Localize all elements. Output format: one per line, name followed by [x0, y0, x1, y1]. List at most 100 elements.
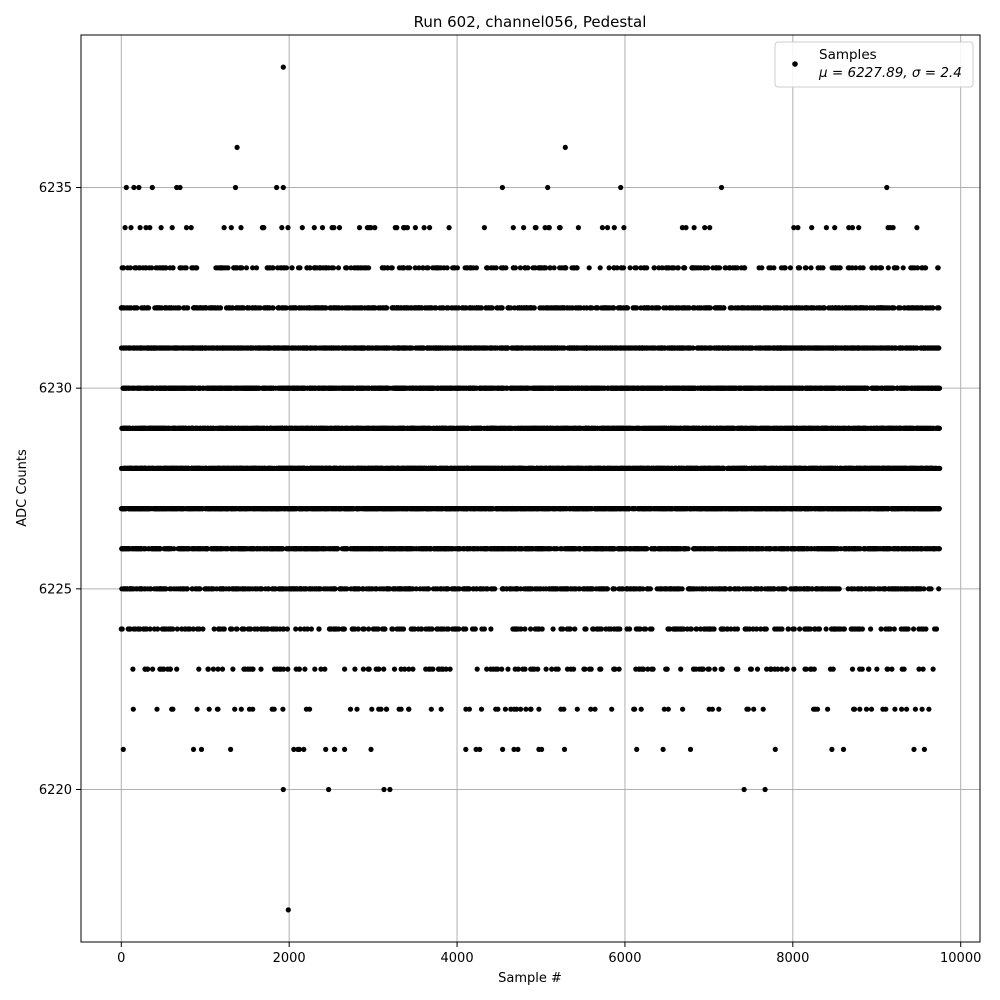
data-point: [118, 305, 124, 311]
data-point: [556, 225, 563, 231]
data-point: [391, 305, 397, 311]
data-point: [597, 265, 603, 271]
data-point: [143, 225, 149, 231]
data-point: [681, 305, 688, 311]
data-point: [444, 385, 450, 391]
data-point: [777, 305, 784, 311]
data-point: [234, 305, 240, 311]
data-point: [217, 305, 224, 311]
data-point: [873, 265, 879, 271]
data-point: [741, 265, 748, 271]
data-point: [165, 385, 171, 391]
data-point: [530, 385, 537, 391]
data-point: [163, 305, 169, 311]
data-point: [809, 225, 815, 231]
data-point: [417, 345, 423, 351]
data-point: [533, 225, 539, 231]
data-point: [734, 345, 740, 351]
data-point: [137, 225, 143, 231]
data-point: [710, 265, 716, 271]
data-point: [632, 265, 638, 271]
data-point: [213, 265, 219, 271]
data-point: [188, 385, 194, 391]
data-point: [168, 305, 174, 311]
data-point: [819, 305, 825, 311]
data-point: [847, 305, 853, 311]
data-point: [425, 265, 431, 271]
data-point: [781, 345, 787, 351]
data-point: [935, 265, 941, 271]
data-point: [219, 345, 225, 351]
data-point: [416, 265, 422, 271]
data-point: [308, 345, 314, 351]
data-point: [353, 345, 359, 351]
data-point: [427, 225, 433, 231]
data-point: [701, 385, 707, 391]
data-point: [229, 345, 235, 351]
data-point: [900, 265, 906, 271]
data-point: [862, 305, 868, 311]
data-point: [190, 265, 196, 271]
data-point: [293, 385, 300, 391]
data-point: [869, 345, 876, 351]
data-point: [253, 265, 260, 271]
data-point: [218, 265, 224, 271]
data-point: [825, 385, 831, 391]
data-point: [919, 265, 925, 271]
data-point: [155, 265, 161, 271]
data-point: [556, 385, 562, 391]
data-point: [519, 385, 525, 391]
data-point: [401, 225, 407, 231]
data-point: [270, 305, 276, 311]
data-point: [683, 225, 689, 231]
data-point: [240, 305, 247, 311]
data-point: [775, 345, 781, 351]
data-point: [394, 345, 400, 351]
data-point: [651, 265, 657, 271]
data-point: [805, 385, 811, 391]
data-point: [843, 305, 849, 311]
data-point: [611, 225, 617, 231]
data-point: [846, 225, 852, 231]
data-point: [223, 265, 229, 271]
data-point: [675, 265, 681, 271]
data-point: [522, 265, 528, 271]
data-point: [896, 345, 902, 351]
data-point: [673, 305, 679, 311]
data-point: [349, 385, 355, 391]
data-point: [312, 265, 318, 271]
data-point: [538, 385, 545, 391]
data-point: [792, 385, 798, 391]
data-point: [767, 345, 774, 351]
data-point: [618, 265, 624, 271]
data-point: [691, 305, 697, 311]
data-point: [524, 385, 530, 391]
data-point: [830, 345, 837, 351]
data-point: [569, 305, 576, 311]
data-point: [347, 345, 353, 351]
data-point: [385, 265, 391, 271]
data-point: [864, 345, 870, 351]
data-point: [603, 345, 609, 351]
data-point: [627, 385, 634, 391]
data-point: [604, 385, 610, 391]
data-point: [357, 265, 364, 271]
data-point: [454, 345, 460, 351]
data-point: [127, 265, 133, 271]
data-point: [250, 265, 256, 271]
data-point: [743, 385, 749, 391]
data-point: [756, 305, 763, 311]
data-point: [478, 305, 484, 311]
data-point: [904, 385, 910, 391]
data-point: [738, 305, 745, 311]
data-point: [375, 385, 381, 391]
data-point: [336, 225, 343, 231]
data-point: [427, 345, 433, 351]
data-point: [256, 345, 262, 351]
data-point: [679, 225, 686, 231]
data-point: [463, 305, 469, 311]
data-point: [795, 225, 801, 231]
data-point: [147, 225, 153, 231]
